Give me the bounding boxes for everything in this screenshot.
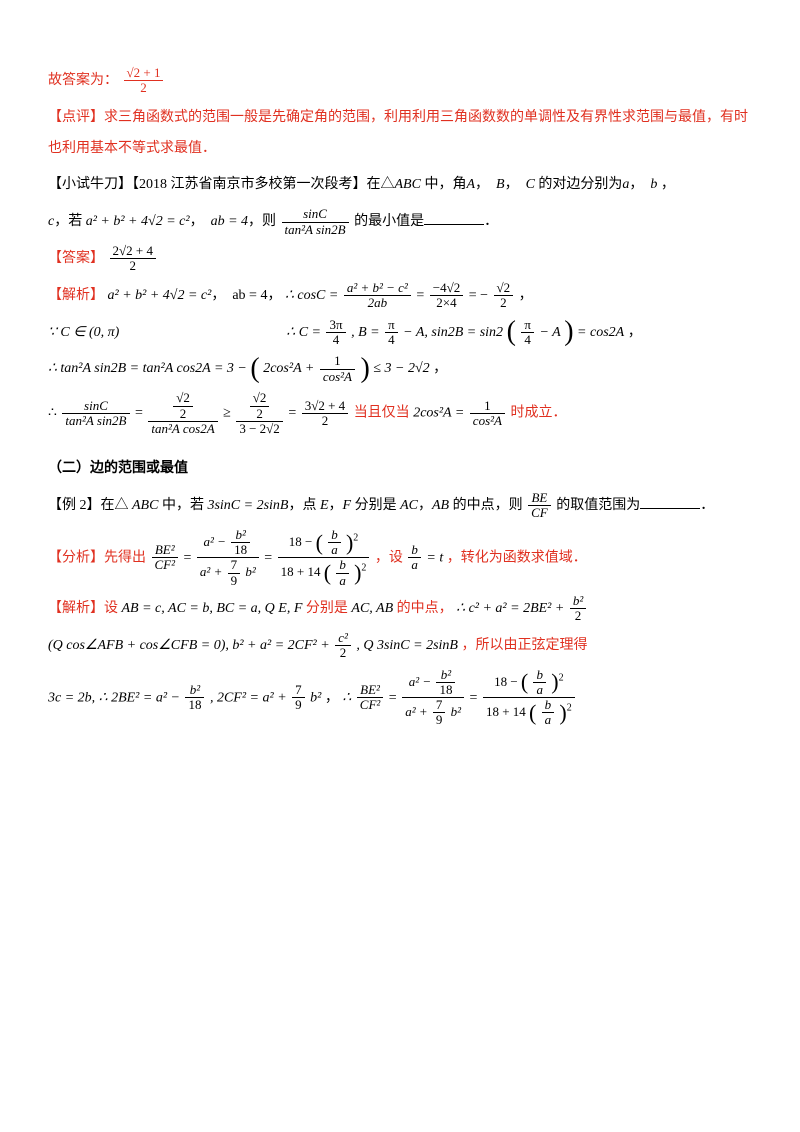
- answer-prefix: 故答案为：: [48, 73, 118, 88]
- answer-line: 故答案为： √2 + 1 2: [48, 66, 752, 97]
- comment-line: 【点评】求三角函数式的范围一般是先确定角的范围，利用利用三角函数数的单调性及有界…: [48, 103, 752, 165]
- analysis-3: ∴ tan²A sin2B = tan²A cos2A = 3 − ( 2cos…: [48, 354, 752, 385]
- analysis-ex2: 【分析】先得出 BE²CF² = a² − b²18 a² + 79 b² = …: [48, 528, 752, 588]
- answer-2: 【答案】 2√2 + 4 2: [48, 244, 752, 275]
- problem-line-2: c，若 a² + b² + 4√2 = c²， ab = 4，则 sinC ta…: [48, 207, 752, 238]
- blank-2: [640, 494, 700, 509]
- blank-1: [424, 210, 484, 225]
- frac-ans2: 2√2 + 4 2: [110, 244, 156, 274]
- analysis-4: ∴ sinC tan²A sin2B = √22 tan²A cos2A ≥ √…: [48, 391, 752, 436]
- problem-line-1: 【小试牛刀】【2018 江苏省南京市多校第一次段考】在△ABC 中，角A， B，…: [48, 170, 752, 201]
- frac-sinc: sinC tan²A sin2B: [282, 207, 349, 237]
- solution-1: 【解析】设 AB = c, AC = b, BC = a, Q E, F 分别是…: [48, 594, 752, 625]
- example-2: 【例 2】在△ ABC 中，若 3sinC = 2sinB，点 E，F 分别是 …: [48, 491, 752, 522]
- answer-frac: √2 + 1 2: [124, 66, 164, 96]
- solution-3: 3c = 2b, ∴ 2BE² = a² − b²18 , 2CF² = a² …: [48, 668, 752, 728]
- section-heading: （二）边的范围或最值: [48, 454, 752, 485]
- analysis-1: 【解析】 a² + b² + 4√2 = c²， ab = 4， ∴ cosC …: [48, 281, 752, 312]
- solution-2: (Q cos∠AFB + cos∠CFB = 0), b² + a² = 2CF…: [48, 631, 752, 662]
- analysis-2: ∵ C ∈ (0, π) ∴ C = 3π4 , B = π4 − A, sin…: [48, 318, 752, 349]
